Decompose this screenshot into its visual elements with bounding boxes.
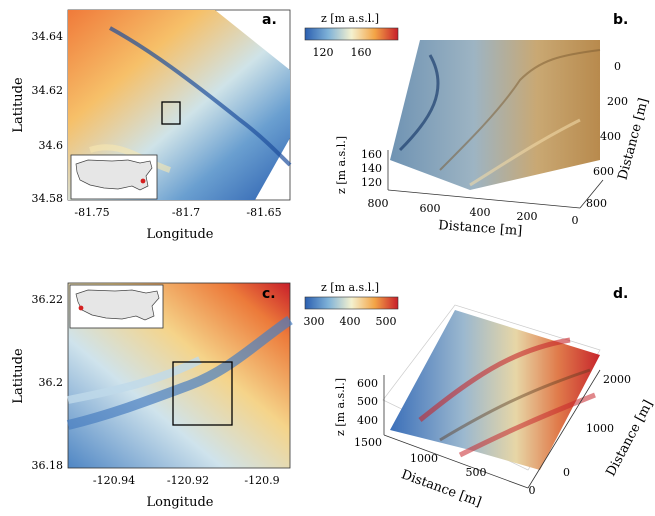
panel-c-ytick: 36.2 bbox=[39, 376, 64, 389]
panel-c-ylabel: Latitude bbox=[11, 348, 26, 404]
panel-b-ytick: 0 bbox=[614, 60, 621, 73]
panel-a-xtick: -81.7 bbox=[172, 206, 200, 219]
panel-a-usa-inset bbox=[71, 155, 157, 199]
panel-d-xtick: 1000 bbox=[410, 452, 438, 465]
panel-b-ztick: 120 bbox=[361, 176, 382, 189]
panel-b-xtick: 0 bbox=[572, 214, 579, 227]
panel-b-ytick: 800 bbox=[586, 197, 607, 210]
panel-d-xtick: 500 bbox=[466, 466, 487, 479]
panel-c-xtick: -120.92 bbox=[167, 474, 209, 487]
panel-c-location-marker bbox=[79, 306, 84, 311]
panel-d: z [m a.s.l.] 300 400 500 600 500 400 z [… bbox=[304, 281, 655, 510]
panel-c-ytick: 36.18 bbox=[32, 459, 64, 472]
panel-d-colorbar-tick: 500 bbox=[376, 315, 397, 328]
panel-a-xtick: -81.75 bbox=[74, 206, 109, 219]
panel-d-colorbar-label: z [m a.s.l.] bbox=[321, 281, 379, 294]
panel-d-ytick: 0 bbox=[563, 466, 570, 479]
panel-b: z [m a.s.l.] 120 160 160 140 120 z [m a.… bbox=[305, 12, 652, 239]
panel-c-label: c. bbox=[262, 286, 276, 302]
panel-d-xtick: 1500 bbox=[354, 436, 382, 449]
panel-d-xtick: 0 bbox=[529, 484, 536, 497]
panel-b-ytick: 400 bbox=[600, 130, 621, 143]
panel-a-label: a. bbox=[262, 12, 277, 28]
panel-b-xtick: 800 bbox=[368, 197, 389, 210]
panel-c-usa-inset bbox=[70, 285, 163, 328]
panel-d-ztick: 500 bbox=[357, 395, 378, 408]
panel-d-label: d. bbox=[613, 286, 628, 302]
panel-b-colorbar-label: z [m a.s.l.] bbox=[321, 12, 379, 25]
panel-b-label: b. bbox=[613, 12, 628, 28]
panel-d-ztick: 400 bbox=[357, 414, 378, 427]
panel-d-zlabel: z [m a.s.l.] bbox=[334, 378, 347, 436]
panel-a-location-marker bbox=[141, 179, 146, 184]
panel-d-ytick: 1000 bbox=[586, 422, 614, 435]
panel-d-ytick: 2000 bbox=[603, 373, 631, 386]
panel-b-xtick: 400 bbox=[470, 206, 491, 219]
panel-d-colorbar-tick: 400 bbox=[340, 315, 361, 328]
panel-b-colorbar bbox=[305, 28, 398, 40]
panel-a-ytick: 34.62 bbox=[32, 84, 64, 97]
panel-a-xtick: -81.65 bbox=[246, 206, 281, 219]
panel-c-xtick: -120.9 bbox=[244, 474, 279, 487]
panel-a: 34.64 34.62 34.6 34.58 -81.75 -81.7 -81.… bbox=[11, 10, 290, 242]
panel-b-xlabel: Distance [m] bbox=[438, 218, 523, 239]
panel-c: 36.22 36.2 36.18 -120.94 -120.92 -120.9 … bbox=[11, 283, 290, 510]
panel-a-ylabel: Latitude bbox=[11, 77, 26, 133]
panel-b-colorbar-tick: 120 bbox=[313, 46, 334, 59]
panel-c-xlabel: Longitude bbox=[147, 495, 214, 510]
panel-b-terrain-surface bbox=[390, 40, 600, 190]
panel-a-ytick: 34.64 bbox=[32, 30, 64, 43]
panel-b-ztick: 140 bbox=[361, 162, 382, 175]
panel-a-xlabel: Longitude bbox=[147, 227, 214, 242]
panel-b-zlabel: z [m a.s.l.] bbox=[335, 136, 348, 194]
panel-a-ytick: 34.58 bbox=[32, 192, 64, 205]
panel-c-ytick: 36.22 bbox=[32, 293, 64, 306]
panel-b-xtick: 600 bbox=[420, 202, 441, 215]
panel-c-xtick: -120.94 bbox=[93, 474, 135, 487]
panel-b-colorbar-tick: 160 bbox=[351, 46, 372, 59]
panel-d-ylabel: Distance [m] bbox=[604, 398, 655, 479]
panel-d-colorbar-tick: 300 bbox=[304, 315, 325, 328]
panel-d-colorbar bbox=[305, 297, 398, 309]
panel-a-ytick: 34.6 bbox=[39, 139, 64, 152]
panel-b-ytick: 200 bbox=[607, 95, 628, 108]
panel-b-ytick: 600 bbox=[593, 165, 614, 178]
panel-d-ztick: 600 bbox=[357, 377, 378, 390]
panel-b-xtick: 200 bbox=[517, 210, 538, 223]
panel-d-terrain-surface bbox=[390, 310, 600, 470]
panel-b-ztick: 160 bbox=[361, 148, 382, 161]
